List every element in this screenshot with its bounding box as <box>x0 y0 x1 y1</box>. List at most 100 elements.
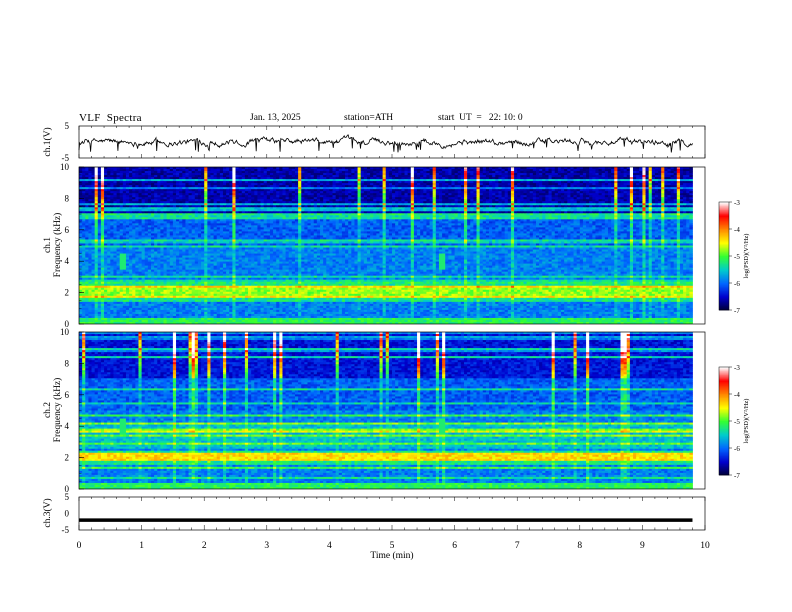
spectrogram-cell <box>288 209 293 212</box>
spectrogram-cell <box>85 199 89 202</box>
spectrogram-cell <box>589 193 593 196</box>
spectrogram-cell <box>144 205 149 208</box>
spectrogram-cell <box>435 177 440 180</box>
spectrogram-cell <box>160 203 164 206</box>
spectrogram-cell <box>147 215 152 218</box>
spectrogram-cell <box>473 201 477 204</box>
spectrogram-cell <box>348 189 352 192</box>
spectrogram-cell <box>636 211 640 214</box>
spectrogram-cell <box>460 215 465 218</box>
spectrogram-cell <box>113 185 117 188</box>
spectrogram-cell <box>204 189 208 192</box>
spectrogram-cell <box>639 195 643 198</box>
spectrogram-cell <box>435 173 440 176</box>
spectrogram-cell <box>338 189 343 192</box>
spectrogram-cell <box>379 187 384 190</box>
spectrogram-cell <box>360 171 365 174</box>
spectrogram-cell <box>629 177 634 180</box>
spectrogram-cell <box>501 171 506 174</box>
spectrogram-cell <box>645 175 650 178</box>
spectrogram-cell <box>385 191 390 194</box>
spectrogram-cell <box>194 177 199 180</box>
spectrogram-cell <box>554 169 559 172</box>
spectrogram-cell <box>248 179 252 182</box>
spectrogram-cell <box>166 201 171 204</box>
spectrogram-cell <box>467 181 471 184</box>
spectrogram-cell <box>582 205 587 208</box>
spectrogram-cell <box>222 205 227 208</box>
spectrogram-cell <box>279 175 283 178</box>
spectrogram-cell <box>392 205 396 208</box>
spectrogram-cell <box>366 175 371 178</box>
spectrogram-cell <box>589 209 593 212</box>
spectrogram-cell <box>401 185 405 188</box>
spectrogram-cell <box>157 173 161 176</box>
spectrogram-cell <box>216 209 221 212</box>
spectrogram-cell <box>426 203 430 206</box>
spectrogram-cell <box>179 215 183 218</box>
spectrogram-cell <box>658 183 662 186</box>
spectrogram-cell <box>238 173 243 176</box>
spectrogram-cell <box>467 179 471 182</box>
spectrogram-cell <box>501 209 506 212</box>
spectrogram-cell <box>363 205 368 208</box>
spectrogram-cell <box>579 201 584 204</box>
spectrogram-cell <box>479 189 484 192</box>
spectrogram-cell <box>532 205 537 208</box>
spectrogram-cell <box>376 191 380 194</box>
spectrogram-cell <box>417 203 421 206</box>
spectrogram-cell <box>82 183 86 186</box>
spectrogram-cell <box>238 211 243 214</box>
spectrogram-cell <box>429 215 434 218</box>
spectrogram-cell <box>119 173 124 176</box>
spectrogram-cell <box>579 207 584 210</box>
spectrogram-cell <box>82 193 86 196</box>
spectrogram-cell <box>360 215 365 218</box>
spectrogram-cell <box>201 211 205 214</box>
spectrogram-cell <box>169 175 174 178</box>
spectrogram-cell <box>104 179 108 182</box>
spectrogram-cell <box>354 209 358 212</box>
spectrogram-cell <box>169 203 174 206</box>
spectrogram-cell <box>567 185 571 188</box>
spectrogram-cell <box>636 191 640 194</box>
spectrogram-cell <box>586 195 590 198</box>
spectrogram-cell <box>526 199 531 202</box>
spectrogram-cell <box>263 207 268 210</box>
spectrogram-cell <box>507 187 512 190</box>
spectrogram-cell <box>282 183 286 186</box>
spectrogram-cell <box>432 177 437 180</box>
spectrogram-cell <box>94 167 99 170</box>
spectrogram-cell <box>686 185 690 188</box>
spectrogram-cell <box>445 173 449 176</box>
spectrogram-cell <box>119 205 124 208</box>
spectrogram-cell <box>97 209 102 212</box>
spectrogram-cell <box>651 189 656 192</box>
spectrogram-cell <box>586 215 590 218</box>
spectrogram-cell <box>257 199 261 202</box>
spectrogram-cell <box>463 199 468 202</box>
spectrogram-cell <box>213 199 218 202</box>
spectrogram-cell <box>648 203 653 206</box>
spectrogram-cell <box>467 169 471 172</box>
spectrogram-cell <box>473 199 477 202</box>
spectrogram-cell <box>166 177 171 180</box>
spectrogram-cell <box>670 195 675 198</box>
spectrogram-cell <box>385 203 390 206</box>
spectrogram-cell <box>548 173 553 176</box>
spectrogram-cell <box>614 185 618 188</box>
spectrogram-cell <box>357 177 362 180</box>
spectrogram-cell <box>316 175 321 178</box>
spectrogram-cell <box>592 185 596 188</box>
spectrogram-cell <box>341 189 346 192</box>
spectrogram-cell <box>495 195 499 198</box>
spectrogram-cell <box>241 187 246 190</box>
spectrogram-cell <box>667 213 671 216</box>
spectrogram-cell <box>354 191 358 194</box>
spectrogram-cell <box>207 213 211 216</box>
spectrogram-cell <box>532 175 537 178</box>
spectrogram-cell <box>460 211 465 214</box>
spectrogram-cell <box>438 205 443 208</box>
spectrogram-cell <box>307 203 312 206</box>
spectrogram-cell <box>435 191 440 194</box>
